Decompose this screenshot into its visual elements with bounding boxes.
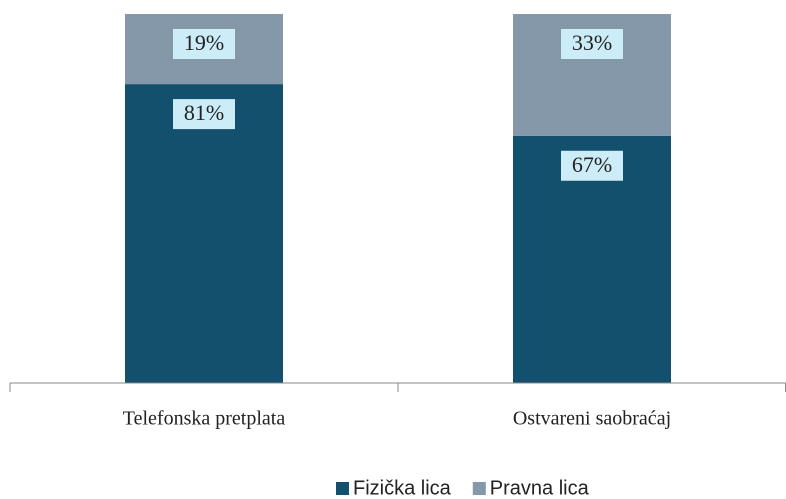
legend-label: Pravna lica [490,477,590,499]
data-label-box [173,29,235,59]
data-label: 67% [572,152,612,177]
legend-swatch [336,482,349,495]
data-label: 81% [184,100,224,125]
x-tick-label: Ostvareni saobraćaj [513,408,671,430]
data-label: 33% [572,30,612,55]
data-label-box [561,29,623,59]
legend-label: Fizička lica [353,477,452,499]
data-label-box [173,99,235,130]
x-tick-label: Telefonska pretplata [123,408,286,430]
data-label: 19% [184,30,224,55]
data-label-box [561,150,623,181]
bar-segment [125,84,283,384]
legend-swatch [472,482,486,495]
